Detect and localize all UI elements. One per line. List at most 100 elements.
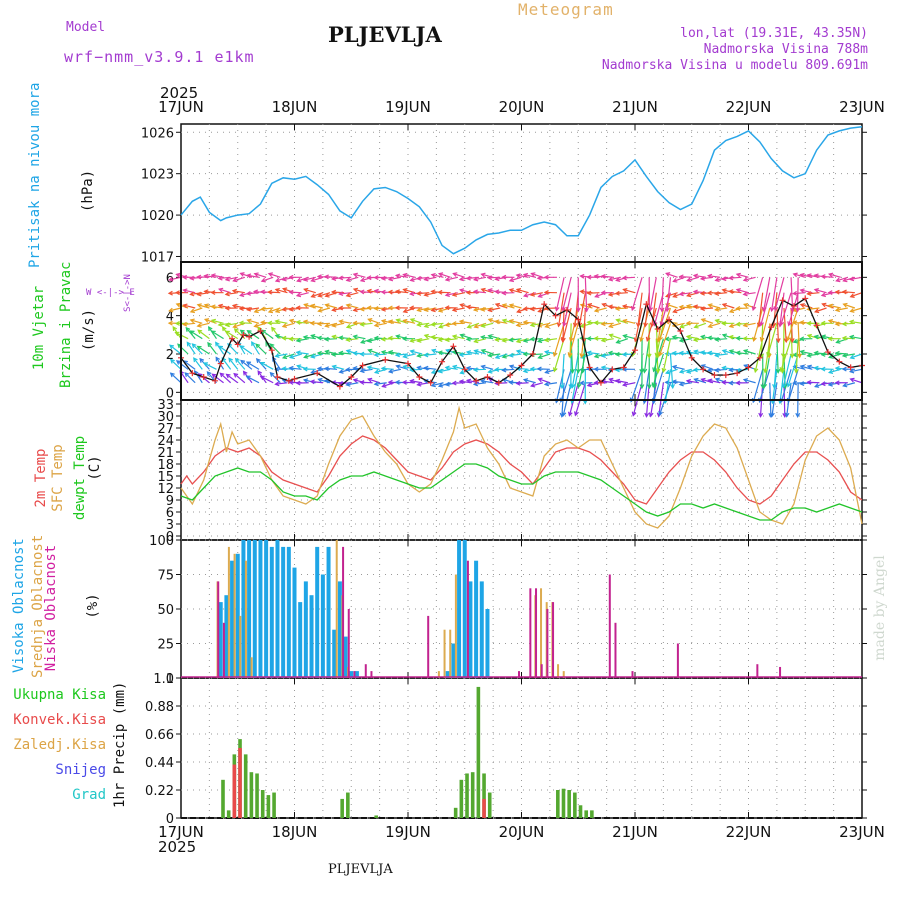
wind-speed-marker (824, 349, 831, 356)
wind-arrow (346, 322, 359, 328)
cloud-high-bar (247, 540, 252, 678)
wind-arrow-head (515, 338, 521, 344)
wind-arrow-head (337, 305, 344, 311)
wind-arrow-head (271, 356, 277, 362)
wind-arrow (850, 320, 863, 324)
wind-arrow (561, 353, 565, 388)
cloud-mid-bar (562, 671, 565, 678)
wind-arrow-head (834, 289, 840, 295)
wind-arrow (779, 369, 785, 404)
wind-arrow (722, 303, 735, 309)
wind-arrow-head (608, 323, 614, 329)
wind-arrow (562, 307, 572, 342)
wind-arrow-head (295, 305, 301, 311)
wind-arrow-head (515, 349, 522, 355)
wind-arrow-head (615, 318, 621, 324)
wind-arrow-head (352, 378, 358, 383)
wind-arrow-head (423, 292, 429, 297)
cloud-high-bar (218, 602, 223, 678)
wind-arrow-head (820, 274, 826, 280)
wind-arrow-head (672, 293, 678, 298)
wind-arrow-head (231, 288, 237, 294)
wind-arrow-head (692, 337, 698, 343)
wind-arrow-head (593, 307, 600, 313)
wind-arrow-head (536, 275, 542, 281)
wind-arrow-head (608, 333, 614, 339)
wind-arrow (743, 379, 756, 384)
wind-arrow-head (316, 350, 322, 356)
wind-arrow (796, 277, 799, 312)
wind-arrow-head (222, 326, 227, 332)
wind-arrow-head (742, 322, 748, 328)
wind-arrow-head (775, 338, 781, 344)
wind-arrow-head (848, 276, 855, 282)
wind-arrow-head (345, 292, 351, 298)
wind-arrow-head (430, 289, 436, 295)
wind-arrow-head (552, 367, 558, 373)
wind-arrow (270, 372, 281, 384)
wind-arrow (275, 320, 288, 324)
precip-conv-bar (232, 764, 237, 818)
wind-arrow-head (302, 319, 308, 325)
wind-arrow-head (169, 372, 175, 378)
wind-arrow-head (437, 382, 444, 388)
precip-total-bar (470, 772, 475, 818)
wind-arrow-head (282, 287, 288, 293)
wind-arrow-head (671, 350, 677, 356)
wind-arrow-head (494, 276, 500, 282)
wind-arrow (736, 307, 749, 310)
wind-arrow-head (196, 345, 202, 351)
wind-arrow (578, 292, 586, 327)
wind-arrow-head (806, 320, 812, 326)
wind-arrow (360, 322, 373, 326)
wind-arrow-head (437, 272, 444, 277)
wind-arrow (773, 353, 778, 388)
wind-speed-marker (688, 354, 695, 361)
date-label-bottom: 18JUN (272, 823, 318, 841)
wind-arrow (631, 277, 643, 311)
wind-arrow-head (639, 336, 644, 343)
wind-arrow-head (473, 323, 479, 329)
wind-arrow-head (380, 319, 387, 324)
wind-arrow-head (501, 274, 507, 280)
t2m-line (180, 435, 863, 505)
wind-arrow-head (721, 276, 727, 282)
wind-arrow-head (841, 366, 847, 372)
wind-arrow-head (359, 351, 365, 357)
wind-arrow-head (761, 306, 767, 313)
cloud-low-bar (540, 664, 543, 678)
footer-station: PLJEVLJA (328, 862, 393, 877)
wind-speed-marker (291, 375, 298, 382)
wind-arrow (368, 318, 380, 324)
cloud-low-bar (427, 615, 430, 678)
wind-arrow (545, 382, 558, 386)
wind-arrow-head (217, 322, 223, 327)
wind-arrow-head (451, 321, 457, 327)
wind-arrow-head (260, 289, 266, 295)
wind-arrow (481, 380, 494, 384)
wind-arrow-head (224, 276, 230, 282)
wind-arrow-head (516, 308, 522, 314)
wind-arrow-head (806, 291, 812, 296)
wind-arrow-head (169, 344, 175, 350)
wind-arrow-head (444, 365, 450, 371)
wind-speed-marker (847, 364, 854, 371)
wind-arrow-head (600, 353, 606, 358)
precip-total-bar (260, 790, 265, 818)
wind-speed-marker (563, 306, 570, 313)
wind-arrow-head (175, 360, 181, 365)
wind-arrow-head (189, 330, 195, 335)
wind-arrow (219, 372, 232, 384)
wind-arrow-head (554, 306, 560, 312)
wind-arrow-head (593, 273, 599, 279)
wind-arrow (814, 352, 827, 355)
wind-arrow (644, 292, 650, 327)
wind-arrow-head (295, 350, 301, 356)
wind-arrow (523, 379, 536, 384)
wind-arrow-head (494, 337, 500, 342)
wind-speed-marker (813, 322, 820, 329)
wind-arrow-head (515, 322, 521, 328)
wind-speed-marker (217, 360, 224, 367)
wind-arrow-head (380, 366, 386, 372)
wind-arrow-head (402, 318, 408, 324)
